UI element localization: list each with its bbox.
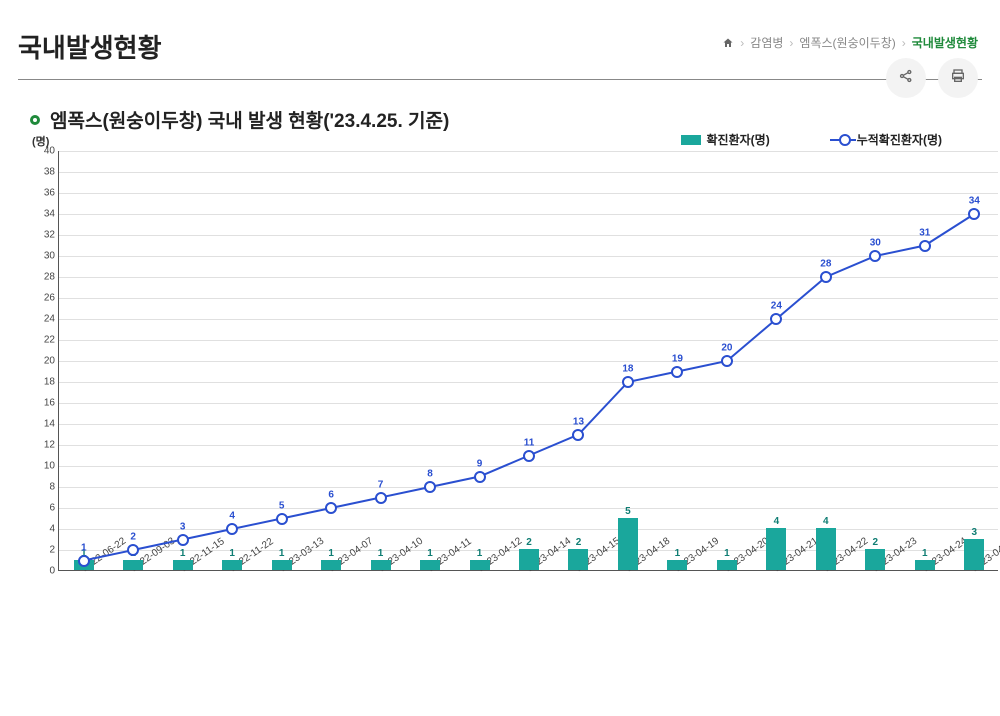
line-marker bbox=[474, 471, 486, 483]
line-value-label: 4 bbox=[229, 511, 235, 522]
line-marker bbox=[671, 366, 683, 378]
line-marker bbox=[78, 555, 90, 567]
line-marker bbox=[424, 481, 436, 493]
print-button[interactable] bbox=[938, 58, 978, 98]
y-tick: 16 bbox=[33, 398, 55, 409]
y-tick: 30 bbox=[33, 251, 55, 262]
line-marker bbox=[177, 534, 189, 546]
line-value-label: 28 bbox=[820, 259, 831, 270]
line-value-label: 9 bbox=[477, 458, 483, 469]
breadcrumb-item-current: 국내발생현황 bbox=[912, 34, 978, 51]
breadcrumb-sep: › bbox=[789, 36, 793, 50]
line-value-label: 30 bbox=[870, 238, 881, 249]
line-marker bbox=[869, 250, 881, 262]
breadcrumb: › 감염병 › 엠폭스(원숭이두창) › 국내발생현황 bbox=[722, 34, 978, 51]
line-value-label: 5 bbox=[279, 500, 285, 511]
line-marker bbox=[572, 429, 584, 441]
line-value-label: 19 bbox=[672, 353, 683, 364]
y-tick: 20 bbox=[33, 356, 55, 367]
line-value-label: 8 bbox=[427, 469, 433, 480]
legend-label-line: 누적확진환자(명) bbox=[857, 131, 942, 148]
y-tick: 24 bbox=[33, 314, 55, 325]
home-icon[interactable] bbox=[722, 37, 734, 49]
line-marker bbox=[523, 450, 535, 462]
y-tick: 26 bbox=[33, 293, 55, 304]
legend-label-bar: 확진환자(명) bbox=[707, 131, 770, 148]
section-title: 엠폭스(원숭이두창) 국내 발생 현황('23.4.25. 기준) bbox=[30, 106, 982, 133]
line-marker bbox=[127, 544, 139, 556]
y-tick: 34 bbox=[33, 209, 55, 220]
share-icon bbox=[898, 68, 914, 89]
line-marker bbox=[325, 502, 337, 514]
y-tick: 8 bbox=[33, 482, 55, 493]
line-marker bbox=[226, 523, 238, 535]
line-marker bbox=[919, 240, 931, 252]
line-value-label: 3 bbox=[180, 521, 186, 532]
line-marker bbox=[375, 492, 387, 504]
print-icon bbox=[950, 68, 966, 89]
chart-legend: 확진환자(명) 누적확진환자(명) bbox=[681, 131, 942, 148]
breadcrumb-sep: › bbox=[902, 36, 906, 50]
title-rule bbox=[18, 79, 982, 80]
y-tick: 28 bbox=[33, 272, 55, 283]
breadcrumb-item-0[interactable]: 감염병 bbox=[750, 34, 783, 51]
page-action-icons bbox=[886, 58, 978, 98]
section-bullet-icon bbox=[30, 115, 40, 125]
y-tick: 32 bbox=[33, 230, 55, 241]
legend-item-line: 누적확진환자(명) bbox=[830, 131, 942, 148]
y-tick: 36 bbox=[33, 188, 55, 199]
line-value-label: 13 bbox=[573, 416, 584, 427]
share-button[interactable] bbox=[886, 58, 926, 98]
y-tick: 4 bbox=[33, 524, 55, 535]
y-tick: 12 bbox=[33, 440, 55, 451]
line-value-label: 1 bbox=[81, 542, 87, 553]
line-marker bbox=[770, 313, 782, 325]
line-value-label: 6 bbox=[328, 490, 334, 501]
legend-swatch-line bbox=[830, 134, 851, 146]
line-series bbox=[59, 151, 999, 571]
line-value-label: 18 bbox=[622, 364, 633, 375]
chart: (명) 확진환자(명) 누적확진환자(명) 024681012141618202… bbox=[28, 151, 982, 621]
y-tick: 18 bbox=[33, 377, 55, 388]
line-marker bbox=[721, 355, 733, 367]
line-value-label: 24 bbox=[771, 301, 782, 312]
y-tick: 22 bbox=[33, 335, 55, 346]
line-marker bbox=[820, 271, 832, 283]
y-tick: 0 bbox=[33, 566, 55, 577]
y-tick: 38 bbox=[33, 167, 55, 178]
breadcrumb-item-1[interactable]: 엠폭스(원숭이두창) bbox=[799, 34, 895, 51]
y-tick: 10 bbox=[33, 461, 55, 472]
line-value-label: 20 bbox=[721, 343, 732, 354]
line-value-label: 7 bbox=[378, 479, 384, 490]
legend-swatch-bar bbox=[681, 135, 701, 145]
line-marker bbox=[276, 513, 288, 525]
line-marker bbox=[622, 376, 634, 388]
section-title-text: 엠폭스(원숭이두창) 국내 발생 현황('23.4.25. 기준) bbox=[50, 106, 449, 133]
line-value-label: 11 bbox=[524, 437, 535, 448]
y-tick: 14 bbox=[33, 419, 55, 430]
line-value-label: 34 bbox=[969, 196, 980, 207]
y-tick: 6 bbox=[33, 503, 55, 514]
y-tick: 2 bbox=[33, 545, 55, 556]
plot-area: 0246810121416182022242628303234363840202… bbox=[58, 151, 998, 571]
line-marker bbox=[968, 208, 980, 220]
line-value-label: 2 bbox=[130, 532, 136, 543]
line-value-label: 31 bbox=[919, 227, 930, 238]
y-tick: 40 bbox=[33, 146, 55, 157]
legend-item-bar: 확진환자(명) bbox=[681, 131, 770, 148]
breadcrumb-sep: › bbox=[740, 36, 744, 50]
